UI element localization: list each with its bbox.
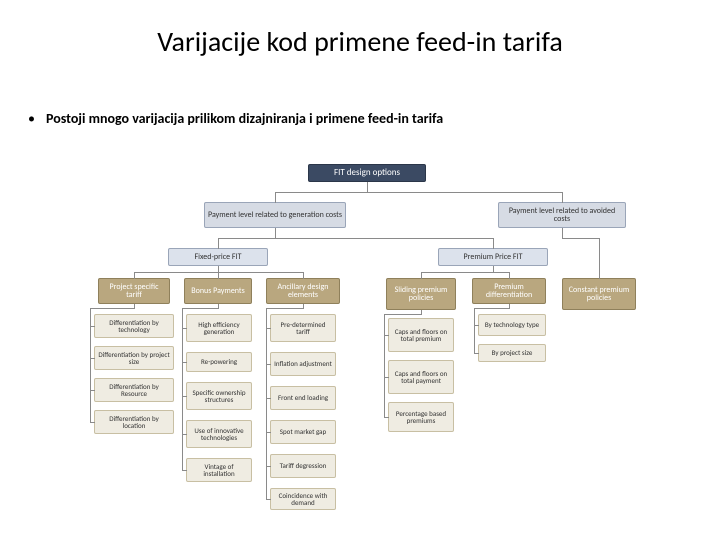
connector [421, 272, 510, 273]
connector [182, 308, 219, 309]
connector [474, 308, 510, 309]
node-l1b: Payment level related to avoided costs [498, 202, 626, 228]
connector [218, 238, 219, 249]
node-l3c: Ancillary design elements [266, 278, 340, 304]
node-l1a: Payment level related to generation cost… [204, 202, 346, 228]
node-c1c: Differentiation by Resource [94, 378, 174, 402]
connector [266, 308, 267, 500]
node-c3a: Pre-determined tariff [270, 314, 336, 342]
node-c3f: Coincidence with demand [270, 488, 336, 510]
connector [509, 272, 510, 279]
node-c2e: Vintage of installation [186, 458, 252, 482]
bullet-dot: • [28, 110, 46, 127]
node-c1b: Differentiation by project size [94, 346, 174, 370]
connector [474, 325, 479, 326]
connector [493, 238, 494, 249]
connector [182, 362, 187, 363]
node-c4c: Percentage based premiums [388, 402, 454, 432]
node-l3f: Constant premium policies [562, 278, 636, 310]
node-c3d: Spot market gap [270, 420, 336, 444]
connector [182, 434, 187, 435]
connector [266, 328, 271, 329]
connector [266, 308, 304, 309]
node-c4a: Caps and floors on total premium [388, 318, 454, 352]
connector [599, 238, 600, 279]
node-l2b: Premium Price FIT [438, 248, 548, 266]
connector [384, 314, 422, 315]
connector [384, 417, 389, 418]
connector [421, 272, 422, 279]
connector [474, 353, 479, 354]
connector [562, 238, 600, 239]
node-c2c: Specific ownership structures [186, 382, 252, 410]
connector [218, 272, 219, 279]
connector [90, 358, 95, 359]
connector [218, 238, 494, 239]
connector [182, 396, 187, 397]
connector [275, 192, 276, 203]
connector [303, 272, 304, 279]
connector [134, 272, 135, 279]
connector [384, 335, 389, 336]
connector [182, 470, 187, 471]
connector [474, 308, 475, 354]
node-root: FIT design options [308, 164, 426, 182]
connector [266, 466, 271, 467]
connector [90, 326, 95, 327]
connector [90, 422, 95, 423]
connector [266, 364, 271, 365]
node-c3e: Tariff degression [270, 454, 336, 478]
node-c3c: Front end loading [270, 386, 336, 410]
bullet-text: Postoji mnogo varijacija prilikom dizajn… [46, 110, 443, 127]
node-c2d: Use of innovative technologies [186, 420, 252, 448]
connector [266, 398, 271, 399]
node-l3a: Project specific tariff [98, 278, 170, 304]
connector [275, 192, 563, 193]
connector [182, 308, 183, 471]
connector [266, 432, 271, 433]
connector [384, 314, 385, 418]
node-c5a: By technology type [478, 314, 546, 336]
connector [384, 377, 389, 378]
node-c2b: Re-powering [186, 352, 252, 372]
node-c4b: Caps and floors on total payment [388, 360, 454, 394]
node-l3b: Bonus Payments [184, 278, 252, 304]
connector [182, 328, 187, 329]
node-l3d: Sliding premium policies [386, 278, 456, 310]
node-l2a: Fixed-price FIT [168, 248, 268, 266]
connector [90, 308, 135, 309]
node-c3b: Inflation adjustment [270, 352, 336, 376]
org-diagram: FIT design options Payment level related … [90, 160, 650, 510]
slide-title: Varijacije kod primene feed-in tarifa [0, 24, 720, 59]
connector [90, 390, 95, 391]
node-c5b: By project size [478, 344, 546, 362]
bullet-row: • Postoji mnogo varijacija prilikom diza… [28, 110, 443, 127]
connector [266, 499, 271, 500]
node-c1a: Differentiation by technology [94, 314, 174, 338]
connector [562, 192, 563, 203]
node-l3e: Premium differentiation [472, 278, 546, 304]
node-c2a: High efficiency generation [186, 314, 252, 342]
node-c1d: Differentiation by location [94, 410, 174, 434]
connector [134, 272, 304, 273]
slide: Varijacije kod primene feed-in tarifa • … [0, 0, 720, 540]
